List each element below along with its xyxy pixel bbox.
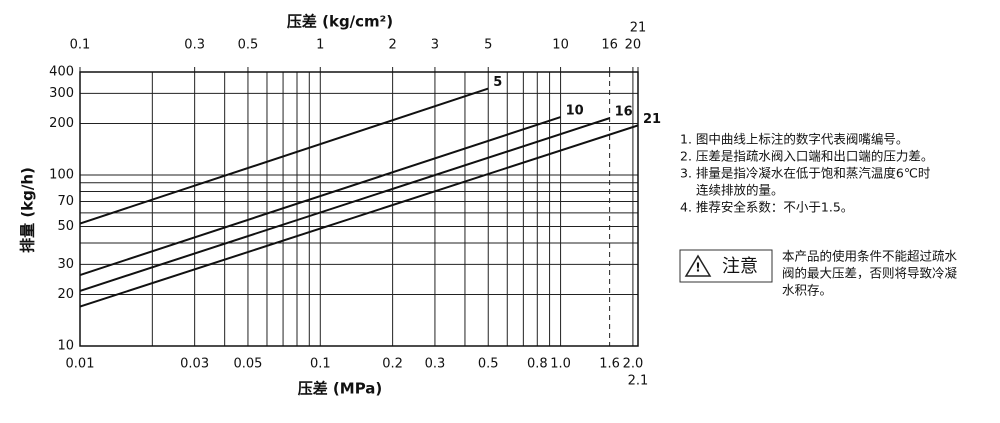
- caution-icon-mark: !: [695, 261, 700, 275]
- x-tick-label: 0.3: [425, 357, 446, 372]
- x-title: 压差 (MPa): [298, 380, 383, 398]
- x-tick-label: 0.5: [478, 357, 499, 372]
- x2-tick-label: 20: [625, 38, 642, 53]
- caution-box: [679, 249, 773, 283]
- x2-tick-label: 0.1: [70, 38, 91, 53]
- y-tick-label: 300: [49, 86, 74, 101]
- note: 4. 推荐安全系数：不小于1.5。: [680, 200, 853, 215]
- y-tick-label: 20: [57, 287, 74, 302]
- x-tick-label: 0.01: [66, 357, 95, 372]
- note: 3. 排量是指冷凝水在低于饱和蒸汽温度6℃时: [680, 166, 931, 181]
- x2-tick-label: 5: [484, 38, 492, 53]
- y-title: 排量 (kg/h): [19, 167, 37, 253]
- caution-icon: [684, 254, 712, 277]
- caution-text: 本产品的使用条件不能超过疏水: [782, 249, 958, 264]
- x-tick-label: 0.03: [180, 357, 209, 372]
- note: 1. 图中曲线上标注的数字代表阀嘴编号。: [680, 132, 908, 147]
- y-tick-label: 70: [57, 194, 74, 209]
- series-line: [79, 117, 610, 292]
- x2-tick-label: 21: [630, 21, 647, 36]
- series-line: [79, 124, 639, 308]
- note: 2. 压差是指疏水阀入口端和出口端的压力差。: [680, 149, 933, 164]
- caution-text: 阀的最大压差，否则将导致冷凝: [782, 266, 958, 281]
- y-tick-label: 200: [49, 116, 74, 131]
- y-tick-label: 10: [57, 339, 74, 354]
- x2-tick-label: 2: [388, 38, 396, 53]
- x-tick-label: 1.6: [599, 357, 620, 372]
- y-tick-label: 400: [49, 65, 74, 80]
- x2-tick-label: 16: [601, 38, 618, 53]
- x2-tick-label: 1: [316, 38, 324, 53]
- caution-label: 注意: [722, 256, 758, 277]
- y-tick-label: 30: [57, 257, 74, 272]
- x2-tick-label: 0.5: [238, 38, 259, 53]
- y-tick-label: 50: [57, 219, 74, 234]
- x-tick-label: 2.1: [628, 374, 649, 389]
- x2-title: 压差 (kg/cm²): [287, 13, 393, 31]
- x-tick-label: 1.0: [550, 357, 571, 372]
- series-line: [79, 87, 489, 225]
- y-tick-label: 100: [49, 167, 74, 182]
- x2-tick-label: 10: [552, 38, 569, 53]
- x-tick-label: 2.0: [623, 357, 644, 372]
- plot-frame: [79, 71, 639, 347]
- x2-tick-label: 3: [431, 38, 439, 53]
- series-label: 21: [643, 112, 661, 127]
- caution-text: 水积存。: [782, 283, 832, 298]
- series-label: 5: [493, 75, 502, 90]
- x-tick-label: 0.05: [233, 357, 262, 372]
- x2-tick-label: 0.3: [184, 38, 205, 53]
- x-tick-label: 0.1: [310, 357, 331, 372]
- x-tick-label: 0.2: [382, 357, 403, 372]
- x-tick-label: 0.8: [527, 357, 548, 372]
- series-label: 10: [566, 104, 584, 119]
- series-label: 16: [615, 105, 633, 120]
- note: 连续排放的量。: [696, 183, 784, 198]
- series-line: [79, 116, 561, 276]
